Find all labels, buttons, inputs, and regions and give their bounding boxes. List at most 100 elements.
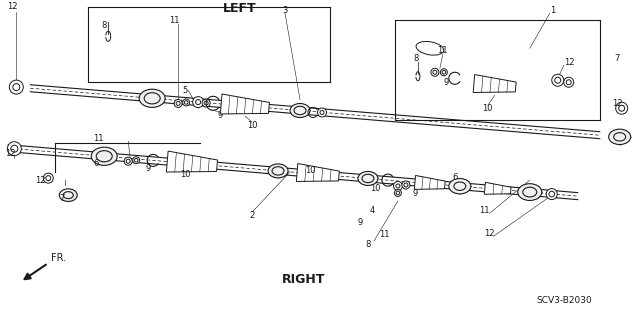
Circle shape (402, 181, 410, 189)
Ellipse shape (518, 184, 542, 200)
Circle shape (549, 191, 554, 197)
Ellipse shape (139, 89, 165, 108)
Text: RIGHT: RIGHT (282, 272, 326, 286)
Polygon shape (484, 182, 511, 194)
Text: 5: 5 (182, 86, 188, 95)
Ellipse shape (96, 151, 112, 162)
Circle shape (174, 100, 182, 108)
Polygon shape (220, 94, 269, 114)
Ellipse shape (63, 192, 73, 199)
Circle shape (204, 101, 208, 105)
Ellipse shape (60, 189, 77, 201)
Ellipse shape (454, 182, 466, 190)
Text: 9: 9 (444, 78, 449, 87)
Text: FR.: FR. (51, 253, 66, 263)
Ellipse shape (144, 93, 160, 104)
Text: 12: 12 (35, 176, 45, 185)
Circle shape (134, 159, 138, 162)
Circle shape (555, 77, 561, 83)
Text: 9: 9 (357, 218, 363, 226)
Circle shape (44, 173, 53, 183)
Text: 8: 8 (413, 54, 419, 63)
Ellipse shape (92, 147, 117, 165)
Circle shape (193, 97, 204, 108)
Circle shape (46, 176, 51, 181)
Polygon shape (473, 75, 516, 93)
Text: 9: 9 (218, 111, 223, 120)
Text: 6: 6 (452, 173, 458, 182)
Text: 12: 12 (564, 58, 575, 67)
Ellipse shape (614, 133, 626, 141)
Polygon shape (296, 164, 339, 182)
Circle shape (396, 184, 400, 188)
Ellipse shape (362, 174, 374, 183)
Text: 12: 12 (484, 229, 495, 238)
Text: 9: 9 (145, 164, 151, 173)
Circle shape (442, 70, 445, 74)
Circle shape (440, 69, 447, 76)
Circle shape (13, 84, 20, 91)
Text: 7: 7 (60, 194, 65, 203)
Text: 11: 11 (93, 134, 104, 143)
Text: 12: 12 (612, 99, 623, 108)
Polygon shape (414, 175, 445, 189)
Circle shape (404, 183, 408, 187)
Circle shape (566, 80, 572, 85)
Circle shape (431, 68, 439, 76)
Text: 4: 4 (369, 206, 374, 215)
Polygon shape (166, 151, 218, 172)
Text: 7: 7 (614, 54, 620, 63)
Circle shape (196, 100, 200, 105)
Circle shape (317, 108, 326, 117)
Text: 11: 11 (379, 230, 389, 239)
Circle shape (619, 105, 625, 111)
Circle shape (11, 145, 18, 152)
Ellipse shape (416, 41, 444, 55)
Text: 11: 11 (479, 206, 490, 215)
Ellipse shape (523, 187, 537, 197)
Text: 2: 2 (250, 211, 255, 219)
Ellipse shape (272, 167, 284, 175)
Circle shape (10, 80, 23, 94)
Circle shape (564, 77, 573, 87)
Text: LEFT: LEFT (223, 2, 257, 15)
Text: 8: 8 (102, 21, 107, 30)
Ellipse shape (294, 106, 306, 115)
Text: 11: 11 (169, 16, 179, 25)
Ellipse shape (358, 172, 378, 185)
Text: 12: 12 (5, 149, 15, 158)
Circle shape (320, 110, 324, 115)
Circle shape (124, 157, 132, 165)
Ellipse shape (449, 179, 471, 194)
Circle shape (394, 189, 401, 197)
Text: 12: 12 (7, 2, 17, 11)
Circle shape (394, 182, 403, 190)
Text: 8: 8 (365, 240, 371, 249)
Text: 11: 11 (436, 46, 447, 55)
Text: SCV3-B2030: SCV3-B2030 (537, 295, 593, 305)
Ellipse shape (290, 103, 310, 117)
Text: 10: 10 (370, 184, 380, 193)
Circle shape (184, 100, 188, 104)
Circle shape (547, 189, 557, 200)
Circle shape (202, 99, 210, 107)
Text: 3: 3 (282, 6, 288, 15)
Text: 10: 10 (305, 166, 316, 175)
Text: 9: 9 (412, 189, 417, 198)
Text: 10: 10 (483, 104, 493, 113)
Circle shape (552, 74, 564, 86)
Circle shape (176, 101, 180, 106)
Circle shape (132, 157, 140, 164)
Circle shape (616, 102, 628, 114)
Text: 6: 6 (93, 159, 99, 168)
Ellipse shape (268, 164, 288, 178)
Ellipse shape (609, 129, 630, 145)
Circle shape (7, 142, 21, 156)
Circle shape (126, 159, 130, 163)
Circle shape (433, 70, 437, 74)
Text: 1: 1 (550, 6, 556, 15)
Circle shape (182, 99, 189, 106)
Text: 10: 10 (180, 170, 190, 179)
Circle shape (396, 191, 400, 195)
Text: 10: 10 (247, 121, 257, 130)
